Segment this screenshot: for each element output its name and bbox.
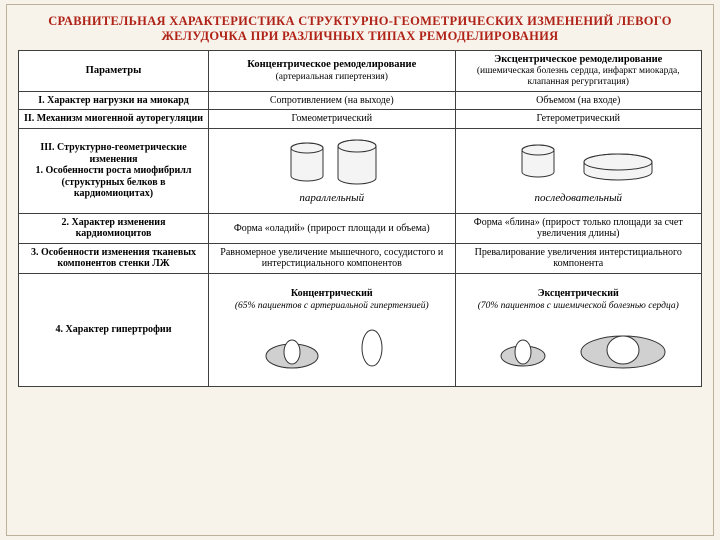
table-row: I. Характер нагрузки на миокард Сопротив…: [19, 91, 702, 110]
row2-label: II. Механизм миогенной ауторегуляции: [19, 110, 209, 129]
row3-label-top: III. Структурно-геометрические изменения: [40, 142, 186, 165]
row4-label: 2. Характер изменения кардиомиоцитов: [19, 213, 209, 243]
row2-b: Гетерометрический: [455, 110, 702, 129]
row3-b-cell: последовательный: [455, 128, 702, 213]
cylinders-flat-icon: [488, 138, 668, 188]
row3-a-caption: параллельный: [213, 192, 451, 205]
row6-b-top: Эксцентрический: [538, 288, 619, 299]
row3-a-cell: параллельный: [209, 128, 456, 213]
table-row: 3. Особенности изменения тканевых компон…: [19, 243, 702, 273]
row6-label: 4. Характер гипертрофии: [19, 273, 209, 386]
table-row: II. Механизм миогенной ауторегуляции Гом…: [19, 110, 702, 129]
page: СРАВНИТЕЛЬНАЯ ХАРАКТЕРИСТИКА СТРУКТУРНО-…: [0, 0, 720, 540]
table-row: III. Структурно-геометрические изменения…: [19, 128, 702, 213]
row3-b-caption: последовательный: [460, 192, 698, 205]
header-col-a-sub: (артериальная гипертензия): [213, 72, 451, 83]
header-col-b: Эксцентрическое ремоделирование (ишемиче…: [455, 51, 702, 92]
row5-a: Равномерное увеличение мышечного, сосуди…: [209, 243, 456, 273]
table-row: 2. Характер изменения кардиомиоцитов Фор…: [19, 213, 702, 243]
row1-b: Объемом (на входе): [455, 91, 702, 110]
row6-b-cell: Эксцентрический (70% пациентов с ишемиче…: [455, 273, 702, 386]
row3-label: III. Структурно-геометрические изменения…: [19, 128, 209, 213]
row4-b: Форма «блина» (прирост только площади за…: [455, 213, 702, 243]
row1-label: I. Характер нагрузки на миокард: [19, 91, 209, 110]
cylinders-tall-icon: [257, 138, 407, 188]
header-param-text: Параметры: [86, 65, 142, 76]
table-header-row: Параметры Концентрическое ремоделировани…: [19, 51, 702, 92]
row2-a: Гомеометрический: [209, 110, 456, 129]
header-col-b-sub: (ишемическая болезнь сердца, инфаркт мио…: [460, 66, 698, 88]
page-title: СРАВНИТЕЛЬНАЯ ХАРАКТЕРИСТИКА СТРУКТУРНО-…: [18, 12, 702, 50]
row5-label: 3. Особенности изменения тканевых компон…: [19, 243, 209, 273]
concentric-hypertrophy-icon: [232, 312, 432, 372]
row3-label-mid: 1. Особенности роста миофибрилл (структу…: [36, 165, 192, 199]
header-col-a: Концентрическое ремоделирование (артериа…: [209, 51, 456, 92]
row1-a: Сопротивлением (на выходе): [209, 91, 456, 110]
eccentric-hypertrophy-icon: [468, 312, 688, 372]
row4-a: Форма «оладий» (прирост площади и объема…: [209, 213, 456, 243]
header-param: Параметры: [19, 51, 209, 92]
table-row: 4. Характер гипертрофии Концентрический …: [19, 273, 702, 386]
row6-a-top: Концентрический: [291, 288, 373, 299]
header-col-a-title: Концентрическое ремоделирование: [247, 59, 416, 70]
row6-a-sub: (65% пациентов с артериальной гипертензи…: [235, 301, 429, 311]
row6-a-cell: Концентрический (65% пациентов с артериа…: [209, 273, 456, 386]
comparison-table: Параметры Концентрическое ремоделировани…: [18, 50, 702, 387]
header-col-b-title: Эксцентрическое ремоделирование: [494, 54, 662, 65]
row5-b: Превалирование увеличения интерстициальн…: [455, 243, 702, 273]
row6-b-sub: (70% пациентов с ишемической болезнью се…: [478, 301, 679, 311]
